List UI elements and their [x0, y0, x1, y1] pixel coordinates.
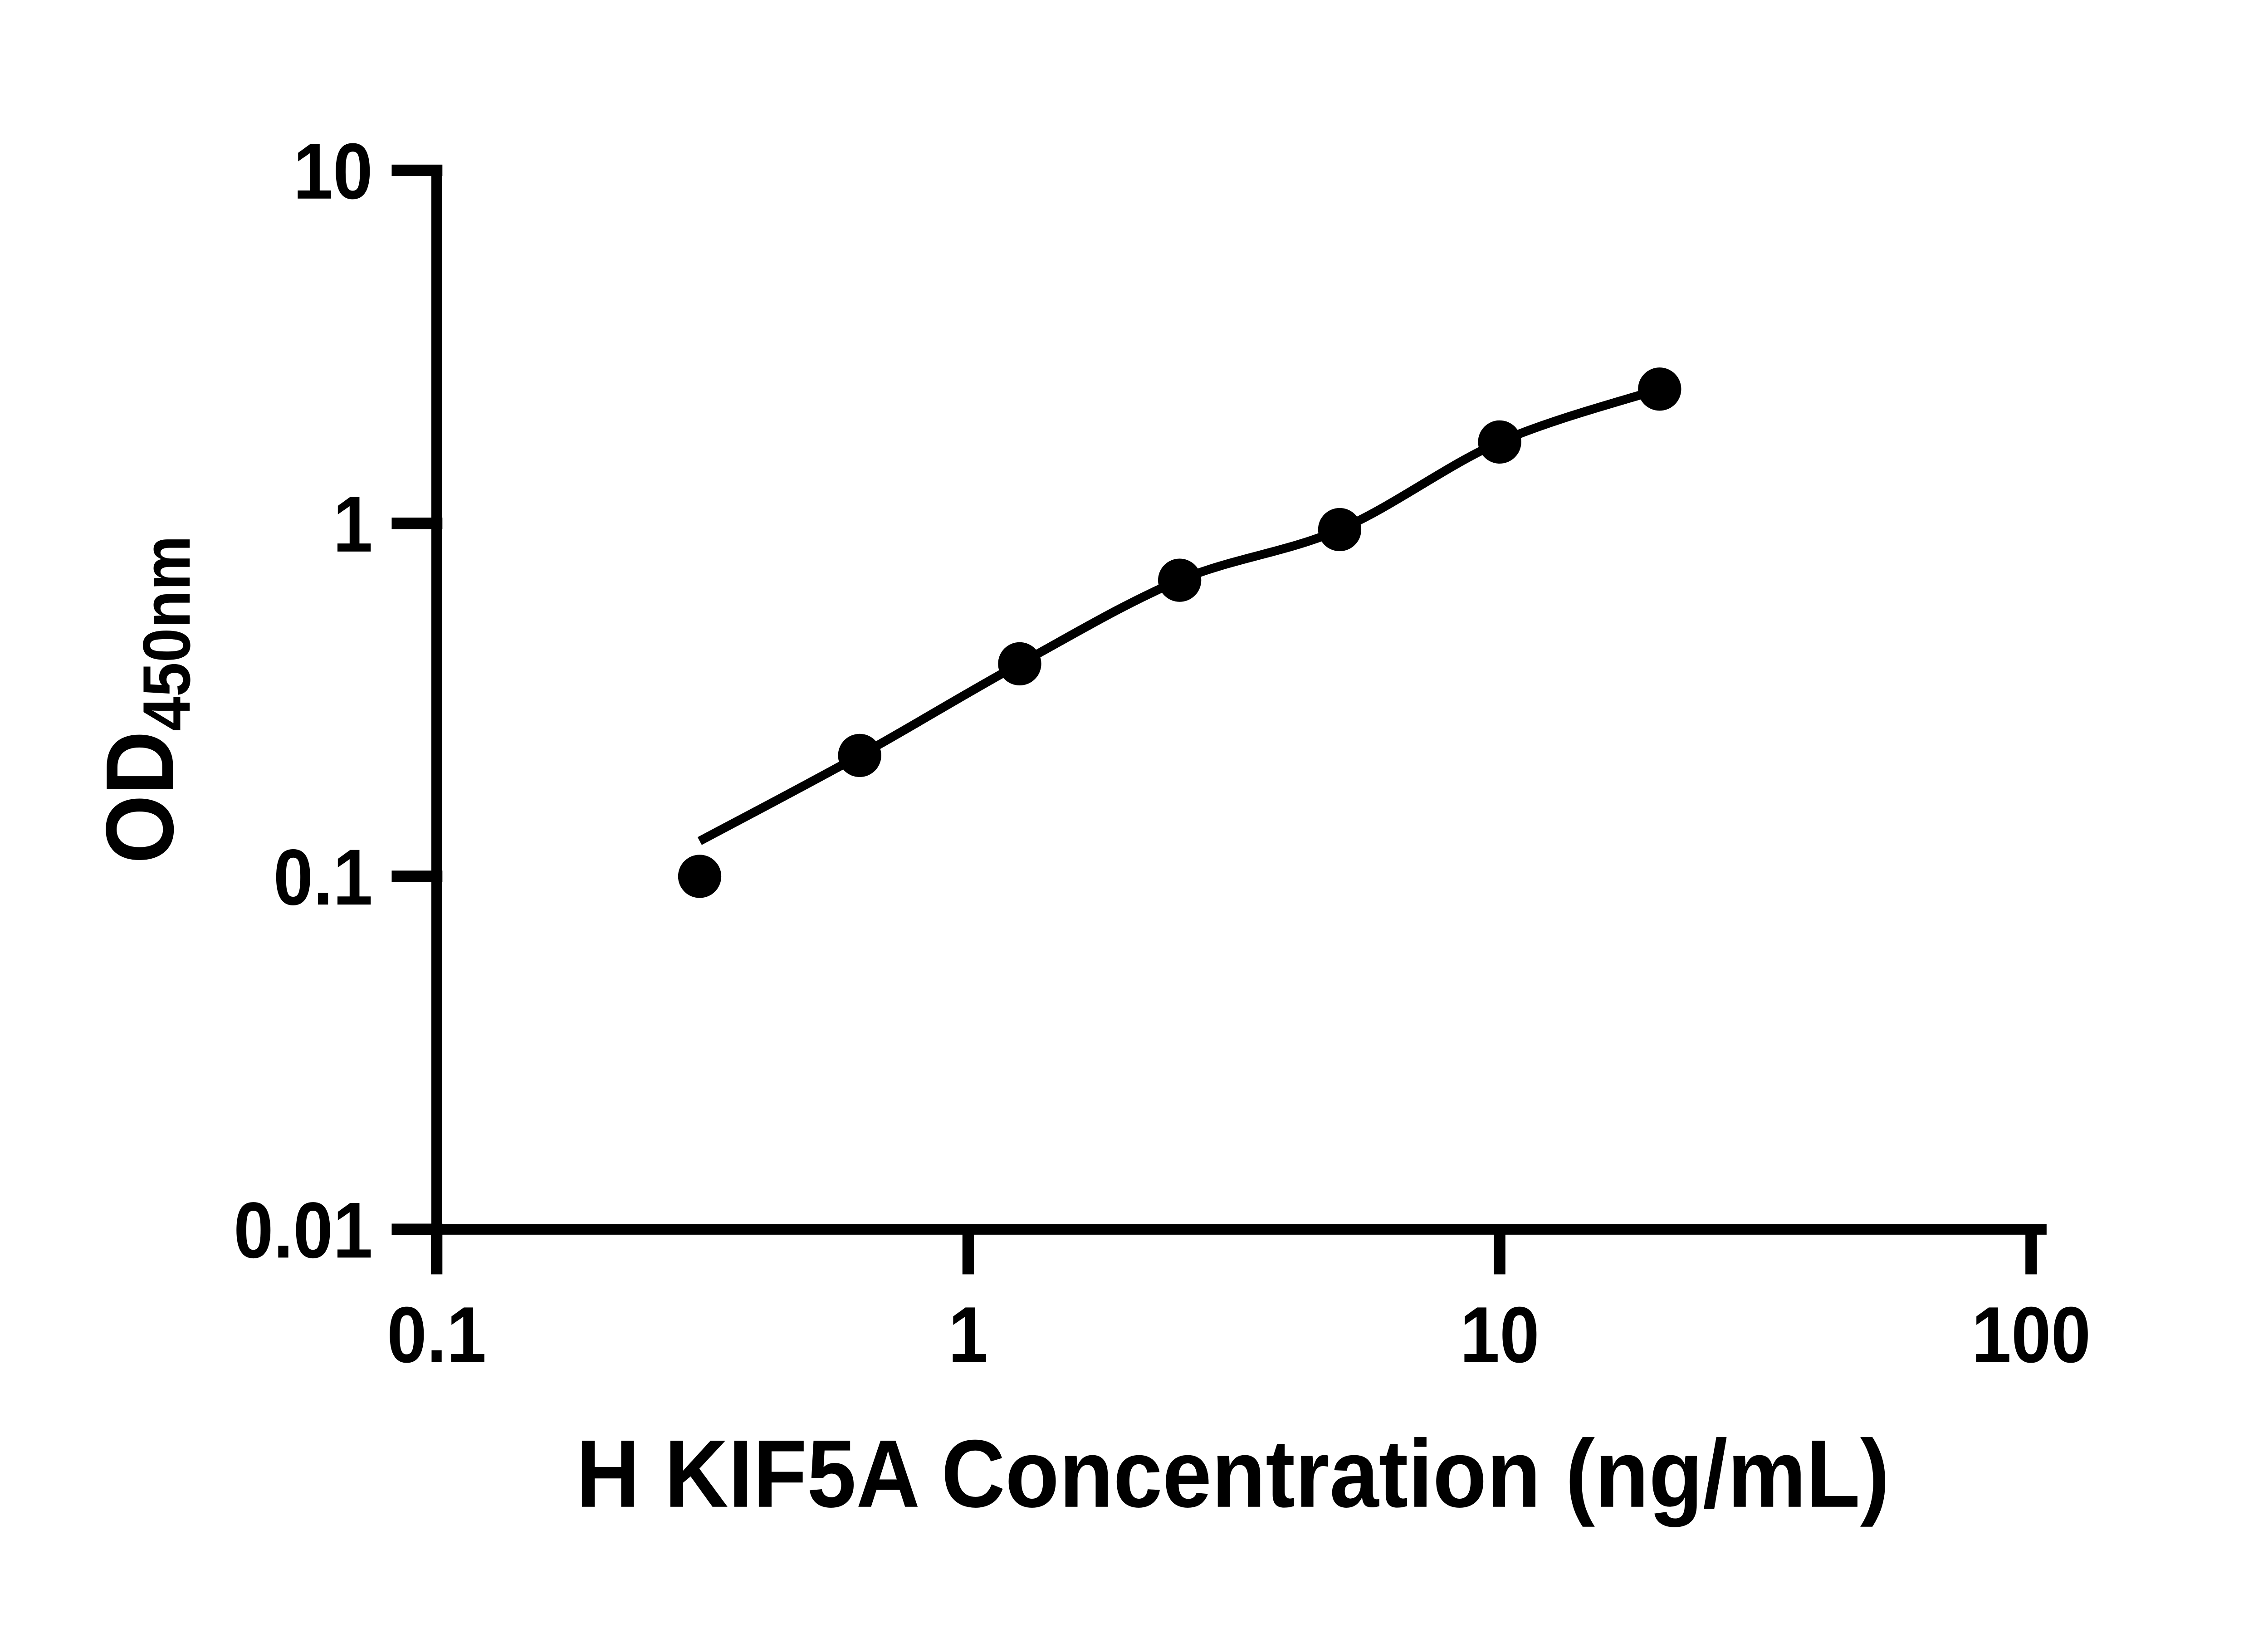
- fit-curve-line: [697, 385, 1661, 845]
- data-point-5: [1318, 508, 1362, 552]
- x-tick-label: 10: [1460, 1291, 1540, 1379]
- y-axis-title-subscript: 450nm: [129, 536, 204, 731]
- y-axis-tick-labels: 10 1 0.1 0.01: [234, 127, 373, 1275]
- x-axis-title-group: H KIF5A Concentration (ng/mL): [576, 1420, 1890, 1527]
- y-tick-label: 1: [333, 480, 373, 569]
- x-axis-title: H KIF5A Concentration (ng/mL): [576, 1420, 1890, 1527]
- data-point-2: [838, 733, 881, 777]
- data-point-3: [998, 642, 1041, 686]
- data-point-6: [1478, 420, 1521, 464]
- y-axis: 10 1 0.1 0.01: [234, 127, 443, 1275]
- y-tick-label: 0.1: [274, 833, 373, 922]
- y-tick-label: 0.01: [234, 1186, 373, 1275]
- data-point-7: [1638, 367, 1681, 411]
- x-axis-ticks: [431, 1229, 2037, 1275]
- y-axis-title: OD450nm: [87, 536, 205, 864]
- x-tick-label: 0.1: [387, 1291, 486, 1379]
- y-axis-title-group: OD450nm: [87, 536, 205, 864]
- x-axis-tick-labels: 0.1 1 10 100: [387, 1291, 2091, 1379]
- y-axis-ticks: [391, 164, 443, 1235]
- x-tick-label: 1: [948, 1291, 988, 1379]
- y-tick-label: 10: [293, 127, 372, 216]
- data-point-1: [678, 855, 722, 898]
- series-group: [678, 367, 1681, 898]
- x-axis: 0.1 1 10 100: [387, 1224, 2091, 1379]
- data-point-4: [1158, 558, 1202, 602]
- x-tick-label: 100: [1971, 1291, 2091, 1379]
- y-axis-title-main: OD: [87, 731, 194, 864]
